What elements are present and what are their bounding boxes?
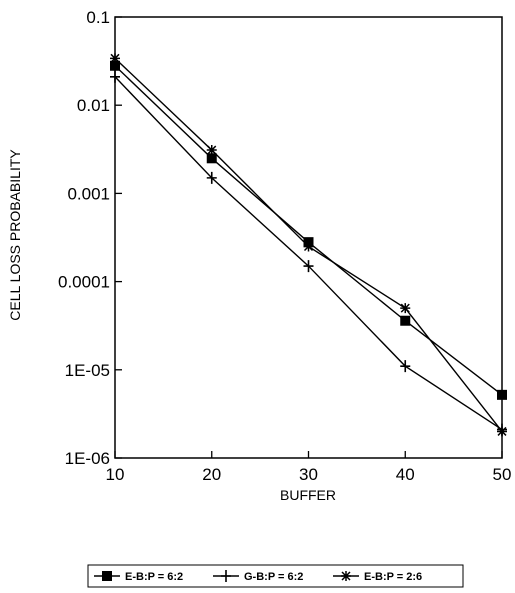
data-point [497, 426, 507, 437]
y-axis-title: CELL LOSS PROBABILITY [7, 149, 23, 321]
series-layer [110, 53, 507, 437]
data-point [206, 171, 217, 184]
data-point [400, 360, 411, 373]
y-tick-label: 0.001 [67, 184, 110, 203]
y-tick-label: 1E-05 [65, 361, 110, 380]
data-point [110, 53, 120, 64]
data-point [303, 241, 314, 252]
x-tick-label: 40 [396, 465, 415, 484]
data-point [400, 303, 411, 314]
x-axis-title: BUFFER [280, 487, 336, 503]
data-point [497, 389, 507, 400]
y-axis: 1E-06 1E-05 0.0001 0.001 0.01 0.1 [58, 8, 122, 468]
data-point [110, 70, 120, 83]
y-tick-label: 0.1 [86, 8, 110, 27]
data-point [400, 315, 411, 326]
legend: E-B:P = 6:2 G-B:P = 6:2 E-B:P = 2:6 [87, 564, 464, 588]
x-tick-label: 50 [493, 465, 512, 484]
data-point [110, 60, 120, 71]
data-point [303, 260, 314, 273]
x-axis: 10 20 30 40 50 [106, 451, 512, 484]
x-tick-label: 20 [202, 465, 221, 484]
legend-label: E-B:P = 6:2 [125, 571, 183, 583]
legend-marker [341, 571, 351, 581]
legend-marker [102, 571, 112, 581]
legend-label: E-B:P = 2:6 [364, 571, 422, 583]
legend-entry-3: E-B:P = 2:6 [333, 571, 422, 583]
series-line-2 [114, 76, 503, 431]
legend-entry-1: E-B:P = 6:2 [94, 571, 183, 583]
x-tick-label: 10 [106, 465, 125, 484]
data-point [206, 153, 217, 164]
legend-marker [221, 570, 231, 582]
series-line-1 [114, 65, 503, 396]
y-tick-label: 0.0001 [58, 273, 110, 292]
x-tick-label: 30 [299, 465, 318, 484]
legend-label: G-B:P = 6:2 [244, 571, 303, 583]
y-tick-label: 0.01 [77, 96, 110, 115]
y-tick-label: 1E-06 [65, 449, 110, 468]
data-point [206, 145, 217, 156]
legend-box [87, 564, 464, 588]
legend-entry-2: G-B:P = 6:2 [213, 570, 303, 583]
